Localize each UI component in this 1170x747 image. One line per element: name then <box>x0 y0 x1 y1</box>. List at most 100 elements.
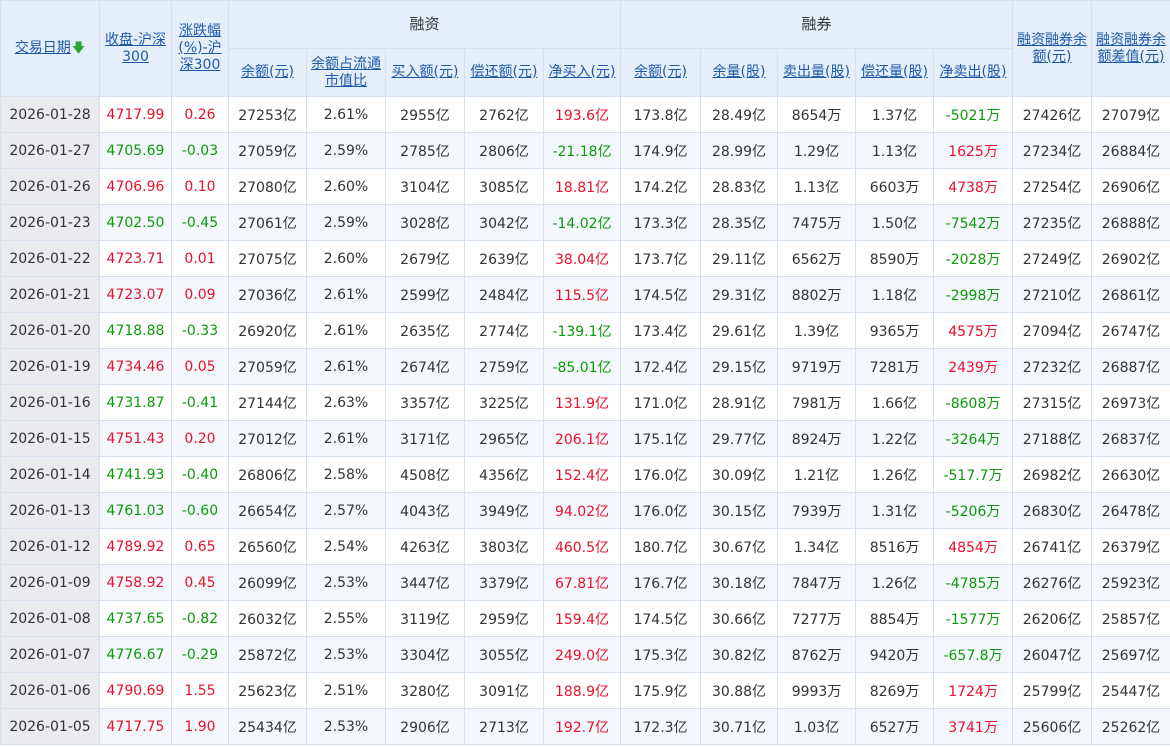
cell-close: 4751.43 <box>99 420 172 457</box>
cell-sec-balance: 173.7亿 <box>620 240 702 277</box>
cell-sec-net-sell: 4575万 <box>933 312 1014 349</box>
cell-sec-volume: 28.99亿 <box>700 132 779 169</box>
col-sec-sell[interactable]: 卖出量(股) <box>777 48 857 97</box>
cell-trade-date: 2026-01-08 <box>0 600 100 637</box>
cell-balance-diff: 26888亿 <box>1091 204 1170 241</box>
col-fin-net-buy[interactable]: 净买入(元) <box>542 48 622 97</box>
cell-sec-volume: 28.49亿 <box>700 96 779 133</box>
cell-balance-diff: 26379亿 <box>1091 528 1170 565</box>
cell-total-balance: 27426亿 <box>1012 96 1093 133</box>
sec-balance-sort-link[interactable]: 余额(元) <box>634 64 687 80</box>
sec-sell-sort-link[interactable]: 卖出量(股) <box>783 64 850 80</box>
cell-total-balance: 27235亿 <box>1012 204 1093 241</box>
cell-fin-buy: 2674亿 <box>385 348 465 385</box>
cell-fin-balance: 26806亿 <box>228 456 307 493</box>
fin-balance-sort-link[interactable]: 余额(元) <box>241 64 294 80</box>
col-fin-buy[interactable]: 买入额(元) <box>385 48 465 97</box>
col-change-hs300[interactable]: 涨跌幅(%)-沪深300 <box>171 0 229 97</box>
col-sec-repay[interactable]: 偿还量(股) <box>855 48 935 97</box>
cell-sec-repay: 1.13亿 <box>855 132 935 169</box>
cell-sec-net-sell: 1625万 <box>933 132 1014 169</box>
cell-trade-date: 2026-01-06 <box>0 672 100 709</box>
sec-net-sell-sort-link[interactable]: 净卖出(股) <box>939 64 1007 80</box>
cell-sec-sell: 9719万 <box>777 348 857 385</box>
trade-date-sort-link[interactable]: 交易日期 <box>14 40 71 56</box>
cell-fin-net-buy: 67.81亿 <box>542 564 622 601</box>
table-row: 2026-01-19 4734.46 0.05 27059亿 2.61% 2674亿 275… <box>0 348 1170 385</box>
cell-sec-sell: 6562万 <box>777 240 857 277</box>
cell-fin-balance: 27036亿 <box>228 276 307 313</box>
sort-down-arrow-icon[interactable]: 🡇 <box>71 41 86 56</box>
fin-ratio-sort-link[interactable]: 余额占流通市值比 <box>311 55 381 89</box>
fin-repay-sort-link[interactable]: 偿还额(元) <box>470 64 538 80</box>
cell-sec-repay: 8854万 <box>855 600 935 637</box>
cell-total-balance: 26830亿 <box>1012 492 1093 529</box>
cell-balance-diff: 25447亿 <box>1091 672 1170 709</box>
cell-sec-sell: 8654万 <box>777 96 857 133</box>
cell-fin-net-buy: 152.4亿 <box>542 456 622 493</box>
col-sec-balance[interactable]: 余额(元) <box>620 48 702 97</box>
cell-fin-balance: 27253亿 <box>228 96 307 133</box>
table-row: 2026-01-13 4761.03 -0.60 26654亿 2.57% 4043亿 39… <box>0 492 1170 529</box>
cell-fin-ratio: 2.61% <box>306 420 386 457</box>
fin-buy-sort-link[interactable]: 买入额(元) <box>391 64 459 80</box>
sec-volume-sort-link[interactable]: 余量(股) <box>712 64 766 80</box>
cell-sec-net-sell: 1724万 <box>933 672 1014 709</box>
close-sort-link[interactable]: 收盘-沪深300 <box>104 31 167 65</box>
cell-balance-diff: 26973亿 <box>1091 384 1170 421</box>
cell-total-balance: 27094亿 <box>1012 312 1093 349</box>
cell-total-balance: 25606亿 <box>1012 708 1093 745</box>
cell-sec-balance: 176.7亿 <box>620 564 702 601</box>
cell-fin-repay: 2965亿 <box>464 420 544 457</box>
cell-fin-repay: 3055亿 <box>464 636 544 673</box>
cell-fin-ratio: 2.53% <box>306 708 386 745</box>
cell-fin-ratio: 2.60% <box>306 168 386 205</box>
cell-sec-net-sell: -4785万 <box>933 564 1014 601</box>
cell-sec-repay: 9420万 <box>855 636 935 673</box>
fin-net-buy-sort-link[interactable]: 净买入(元) <box>548 64 616 80</box>
col-fin-ratio[interactable]: 余额占流通市值比 <box>306 48 386 97</box>
cell-fin-net-buy: 94.02亿 <box>542 492 622 529</box>
table-row: 2026-01-27 4705.69 -0.03 27059亿 2.59% 2785亿 28… <box>0 132 1170 169</box>
cell-trade-date: 2026-01-05 <box>0 708 100 745</box>
change-sort-link[interactable]: 涨跌幅(%)-沪深300 <box>178 23 222 73</box>
cell-sec-sell: 1.03亿 <box>777 708 857 745</box>
cell-fin-balance: 27075亿 <box>228 240 307 277</box>
col-total-balance[interactable]: 融资融券余额(元) <box>1012 0 1093 97</box>
col-trade-date[interactable]: 交易日期🡇 <box>0 0 100 97</box>
col-fin-repay[interactable]: 偿还额(元) <box>464 48 544 97</box>
cell-fin-repay: 2762亿 <box>464 96 544 133</box>
total-balance-sort-link[interactable]: 融资融券余额(元) <box>1017 31 1088 65</box>
cell-balance-diff: 26906亿 <box>1091 168 1170 205</box>
cell-close: 4758.92 <box>99 564 172 601</box>
cell-fin-repay: 4356亿 <box>464 456 544 493</box>
cell-fin-buy: 3280亿 <box>385 672 465 709</box>
col-fin-balance[interactable]: 余额(元) <box>228 48 307 97</box>
cell-fin-balance: 26032亿 <box>228 600 307 637</box>
cell-balance-diff: 25697亿 <box>1091 636 1170 673</box>
col-sec-net-sell[interactable]: 净卖出(股) <box>933 48 1014 97</box>
table-row: 2026-01-06 4790.69 1.55 25623亿 2.51% 3280亿 309… <box>0 672 1170 709</box>
cell-sec-sell: 1.29亿 <box>777 132 857 169</box>
cell-change: 1.55 <box>171 672 229 709</box>
cell-sec-net-sell: -2028万 <box>933 240 1014 277</box>
cell-fin-ratio: 2.61% <box>306 348 386 385</box>
cell-fin-balance: 27080亿 <box>228 168 307 205</box>
cell-fin-repay: 3803亿 <box>464 528 544 565</box>
cell-fin-repay: 3379亿 <box>464 564 544 601</box>
cell-close: 4702.50 <box>99 204 172 241</box>
sec-repay-sort-link[interactable]: 偿还量(股) <box>861 64 928 80</box>
col-balance-diff[interactable]: 融资融券余额差值(元) <box>1091 0 1170 97</box>
balance-diff-sort-link[interactable]: 融资融券余额差值(元) <box>1096 31 1167 65</box>
col-close-hs300[interactable]: 收盘-沪深300 <box>99 0 172 97</box>
cell-fin-balance: 25872亿 <box>228 636 307 673</box>
col-sec-volume[interactable]: 余量(股) <box>700 48 779 97</box>
cell-sec-sell: 7475万 <box>777 204 857 241</box>
cell-total-balance: 25799亿 <box>1012 672 1093 709</box>
cell-fin-buy: 4043亿 <box>385 492 465 529</box>
cell-fin-buy: 3447亿 <box>385 564 465 601</box>
cell-change: -0.03 <box>171 132 229 169</box>
cell-close: 4790.69 <box>99 672 172 709</box>
cell-total-balance: 27232亿 <box>1012 348 1093 385</box>
cell-change: 0.65 <box>171 528 229 565</box>
